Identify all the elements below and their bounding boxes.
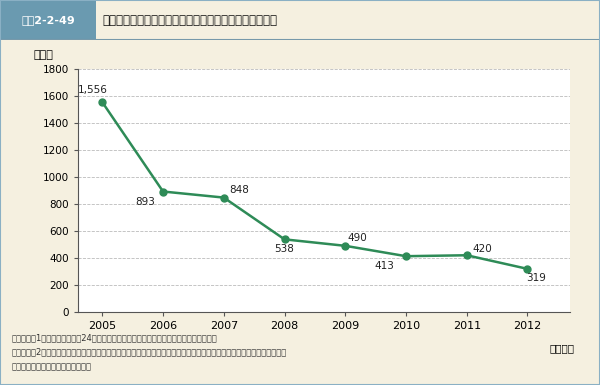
Bar xyxy=(0,0,96,40)
Text: 848: 848 xyxy=(229,185,249,195)
Text: （年度）: （年度） xyxy=(550,343,575,353)
Text: 319: 319 xyxy=(527,273,547,283)
Text: （備考）　1．消費者庁「平成24年度個人情報の保護に関する法律　施行状況の概要」。: （備考） 1．消費者庁「平成24年度個人情報の保護に関する法律 施行状況の概要」… xyxy=(12,333,218,342)
Text: 538: 538 xyxy=(275,244,295,254)
Text: 420: 420 xyxy=(472,244,492,253)
Text: 490: 490 xyxy=(347,233,367,243)
Text: （件）: （件） xyxy=(34,50,53,60)
Text: 1,556: 1,556 xyxy=(78,85,108,95)
Text: 413: 413 xyxy=(375,261,395,271)
Text: 893: 893 xyxy=(135,197,155,207)
Text: 事業者が公表した個人情報の漏えい事案件数は減少傾向: 事業者が公表した個人情報の漏えい事案件数は減少傾向 xyxy=(102,14,277,27)
Text: された事案に限る。: された事案に限る。 xyxy=(12,362,92,371)
Text: 図表2-2-49: 図表2-2-49 xyxy=(21,15,75,25)
Text: 2．「漏えい」のほか、「滅失」、「毀損」の事案を含む。また、各主務大臣において把握し、消費者庁に報告: 2．「漏えい」のほか、「滅失」、「毀損」の事案を含む。また、各主務大臣において把… xyxy=(12,348,287,357)
